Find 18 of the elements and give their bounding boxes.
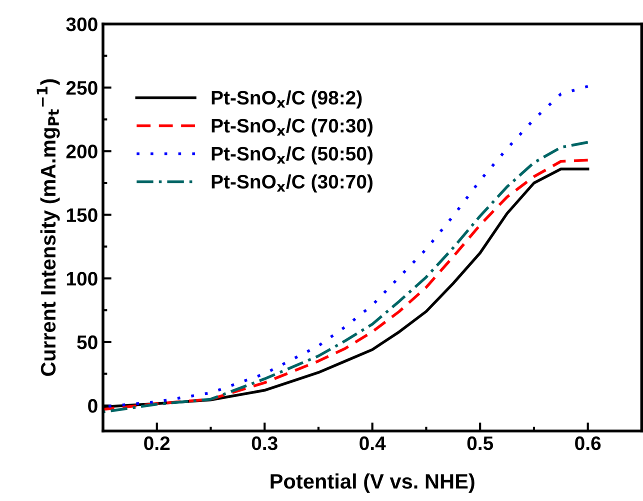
y-tick-label: 100 [66, 272, 98, 286]
x-tick-label: 0.6 [575, 436, 601, 450]
x-tick-label: 0.2 [144, 436, 170, 450]
x-tick-label: 0.3 [252, 436, 278, 450]
x-tick-label: 0.5 [467, 436, 494, 450]
y-axis-title: Current Intensity (mA.mg$_{Pt}$$^{−1}$) [36, 79, 60, 376]
legend-label: Pt-SnO$_{x}$/C (70:30) [212, 118, 372, 136]
y-tick-label: 200 [66, 144, 98, 158]
y-tick-label: 50 [77, 335, 98, 350]
legend-label: Pt-SnO$_{x}$/C (30:70) [212, 174, 372, 192]
legend-label: Pt-SnO$_{x}$/C (98:2) [212, 90, 362, 108]
legend-label: Pt-SnO$_{x}$/C (50:50) [212, 146, 372, 164]
y-tick-label: 300 [66, 17, 98, 32]
x-tick-label: 0.4 [360, 436, 386, 450]
y-tick-label: 0 [88, 399, 98, 413]
y-tick-label: 150 [66, 208, 98, 222]
x-axis-title: Potential (V vs. NHE) [270, 473, 474, 493]
y-tick-label: 250 [66, 81, 98, 95]
